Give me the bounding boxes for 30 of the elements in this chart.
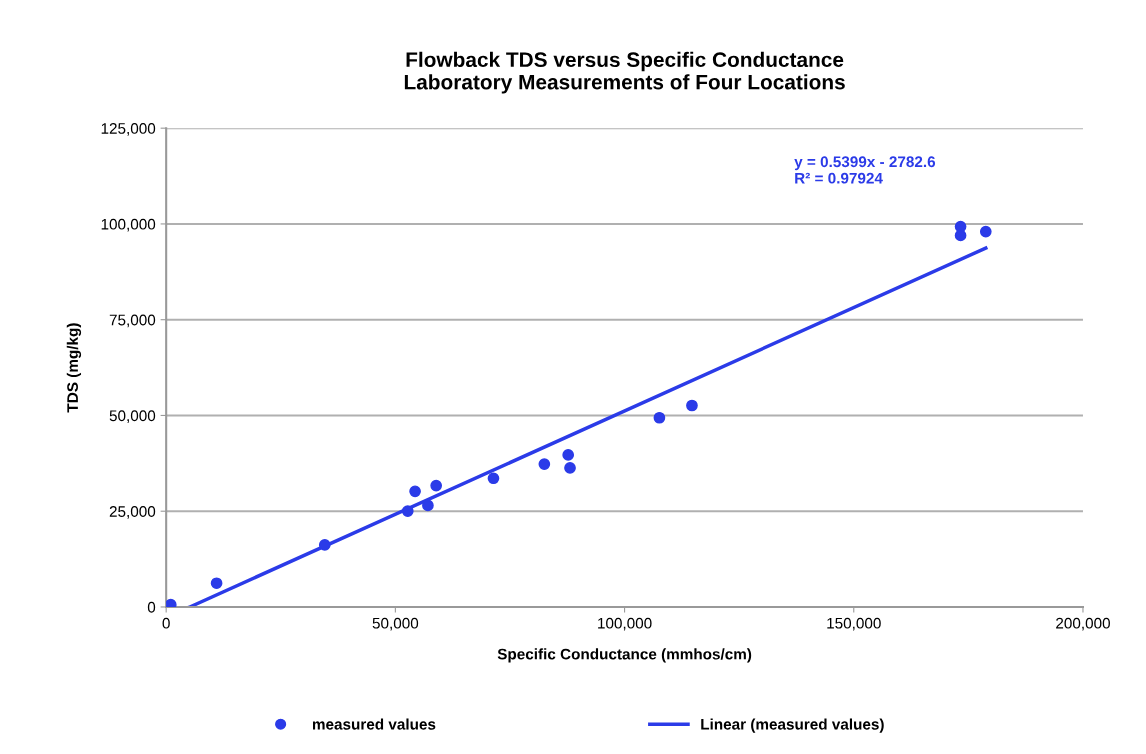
point — [401, 505, 414, 518]
point — [653, 411, 666, 424]
point — [430, 479, 443, 492]
legend-label: measured values — [312, 718, 436, 730]
point — [538, 458, 551, 470]
y-tick-label: 75,000 — [109, 314, 156, 328]
point — [487, 472, 500, 485]
x-axis-title: Specific Conductance (mmhos/cm) — [497, 648, 752, 663]
y-tick-label: 100,000 — [101, 218, 156, 232]
point — [318, 539, 331, 551]
chart-title: Flowback TDS versus Specific Conductance Laboratory Measurements of Four Locations — [404, 51, 845, 94]
legend-label: Linear (measured values) — [701, 718, 884, 733]
annotation: y = 0.5399x - 2782.6 R² = 0.97924 — [794, 156, 936, 184]
x-tick-label: 200,000 — [1056, 617, 1110, 631]
y-tick-label: 0 — [147, 601, 156, 613]
x-tick-label: 50,000 — [372, 617, 419, 631]
point — [409, 485, 421, 498]
point — [422, 499, 434, 512]
y-tick-label: 25,000 — [109, 506, 156, 519]
point — [686, 399, 698, 412]
y-tick-label: 50,000 — [109, 410, 156, 423]
x-tick-label: 150,000 — [827, 617, 881, 631]
point — [564, 462, 576, 474]
point — [979, 225, 992, 238]
x-tick-label: 0 — [162, 617, 170, 629]
point — [562, 449, 575, 461]
y-tick-label: 125,000 — [101, 123, 156, 136]
point — [210, 577, 223, 590]
x-tick-label: 100,000 — [598, 617, 652, 631]
y-axis-title: TDS (mg/kg) — [66, 323, 82, 413]
